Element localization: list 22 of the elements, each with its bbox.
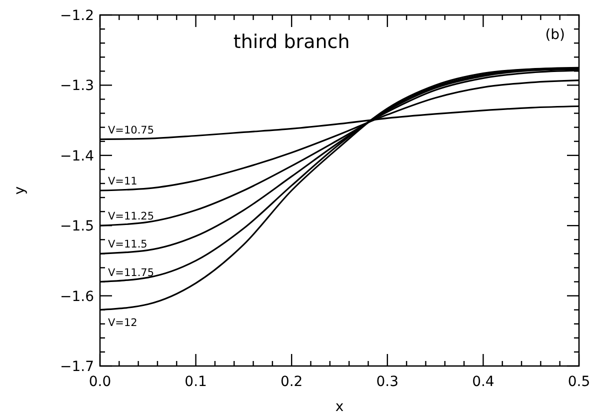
annotation: (b) — [545, 27, 565, 43]
y-tick-label: −1.3 — [60, 78, 94, 94]
x-tick-label: 0.1 — [184, 374, 207, 390]
x-tick-label: 0.2 — [280, 374, 303, 390]
series-label: V=11.25 — [108, 210, 154, 223]
x-tick-label: 0.5 — [568, 374, 590, 390]
y-tick-label: −1.2 — [60, 8, 94, 24]
x-tick-label: 0.4 — [472, 374, 494, 390]
y-tick-label: −1.5 — [60, 218, 94, 235]
annotation: third branch — [233, 31, 350, 53]
x-axis-title: x — [335, 399, 344, 415]
x-tick-label: 0.3 — [376, 374, 399, 390]
series-label: V=12 — [108, 316, 138, 329]
y-tick-label: −1.6 — [60, 288, 94, 305]
series-label: V=10.75 — [108, 124, 154, 136]
y-tick-label: −1.7 — [60, 359, 94, 375]
series-label: V=11 — [108, 176, 138, 188]
series-label: V=11.75 — [108, 266, 154, 279]
series-label: V=11.5 — [108, 238, 148, 251]
x-tick-label: 0.0 — [88, 374, 112, 390]
y-axis-title: y — [12, 186, 28, 195]
y-tick-label: −1.4 — [60, 148, 94, 164]
